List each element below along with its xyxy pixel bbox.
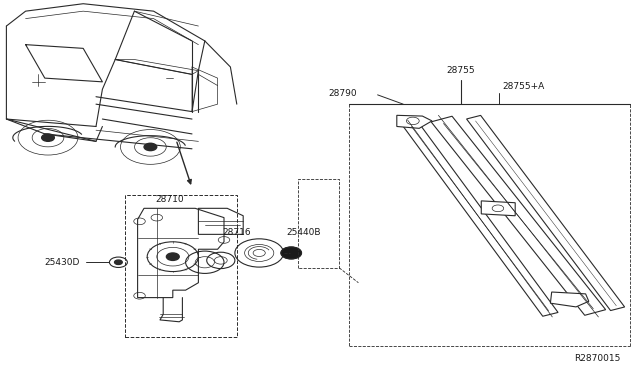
Circle shape [144,143,157,151]
Text: 25430D: 25430D [45,258,80,267]
Text: 25440B: 25440B [286,228,321,237]
Circle shape [115,260,122,264]
Text: 28755+A: 28755+A [502,82,545,91]
Polygon shape [550,292,589,307]
Polygon shape [481,201,515,216]
Text: 28710: 28710 [156,195,184,203]
Polygon shape [431,116,605,315]
Text: R2870015: R2870015 [575,354,621,363]
Bar [125,195,237,337]
Circle shape [166,253,179,260]
Polygon shape [402,121,558,316]
Circle shape [281,247,301,259]
Text: 28755: 28755 [447,66,475,75]
Polygon shape [467,115,625,311]
Text: 28790: 28790 [328,89,357,98]
Circle shape [42,134,54,141]
Polygon shape [397,115,432,128]
Text: 28716: 28716 [223,228,251,237]
